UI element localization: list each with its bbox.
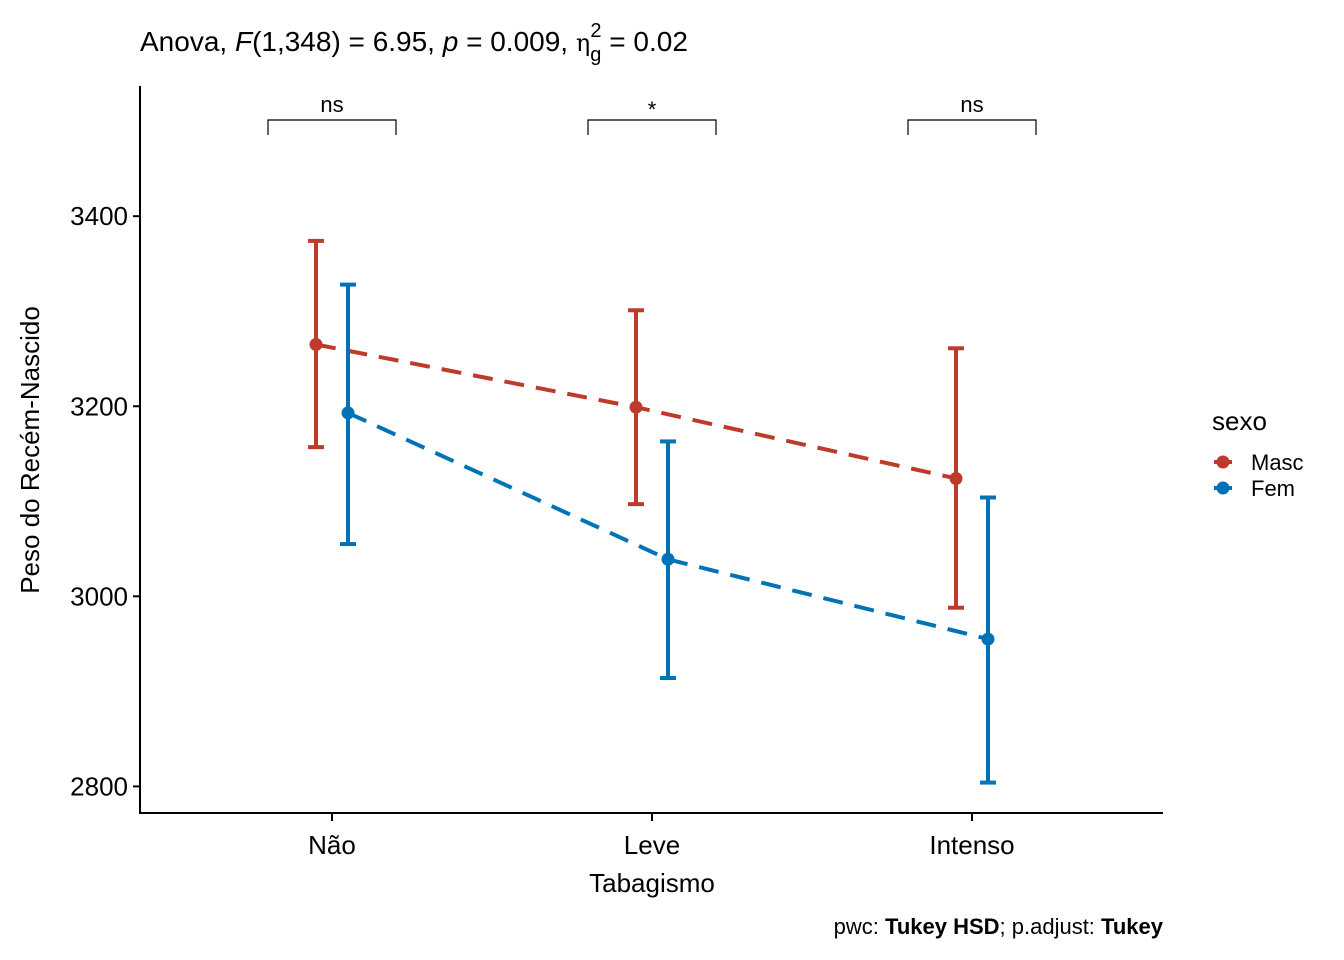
y-tick-label: 2800 [70,771,128,801]
x-axis-label: Tabagismo [589,868,715,898]
legend-key-point [1216,481,1230,495]
y-tick-label: 3000 [70,581,128,611]
significance-label: * [648,97,657,122]
data-point [661,552,675,566]
legend-label: Masc [1251,450,1304,475]
x-tick-label: Intenso [929,830,1014,860]
data-point [309,337,323,351]
significance-label: ns [320,92,343,117]
legend-item-masc: Masc [1214,450,1304,475]
series-fem [340,282,996,785]
x-ticks: Não Leve Intenso [308,813,1015,860]
significance-bracket [267,119,397,135]
data-point [629,400,643,414]
chart-title: Anova, F(1,348) = 6.95, p = 0.009, ηg2 =… [140,20,688,66]
y-axis-label: Peso do Recém-Nascido [15,306,45,594]
y-tick-label: 3400 [70,201,128,231]
x-tick-label: Não [308,830,356,860]
legend-label: Fem [1251,476,1295,501]
significance-bracket [907,119,1037,135]
caption: pwc: Tukey HSD; p.adjust: Tukey [834,914,1164,939]
legend-key-point [1216,455,1230,469]
legend-title: sexo [1212,406,1267,436]
significance-label: ns [960,92,983,117]
significance-annotations: ns * ns [267,92,1037,135]
data-point [341,406,355,420]
legend-item-fem: Fem [1214,476,1295,501]
series-masc [308,238,964,610]
y-tick-label: 3200 [70,391,128,421]
data-point [981,632,995,646]
significance-bracket [587,119,717,135]
y-ticks: 2800 3000 3200 3400 [70,201,140,801]
series-layer [308,238,996,785]
x-tick-label: Leve [624,830,680,860]
data-point [949,471,963,485]
